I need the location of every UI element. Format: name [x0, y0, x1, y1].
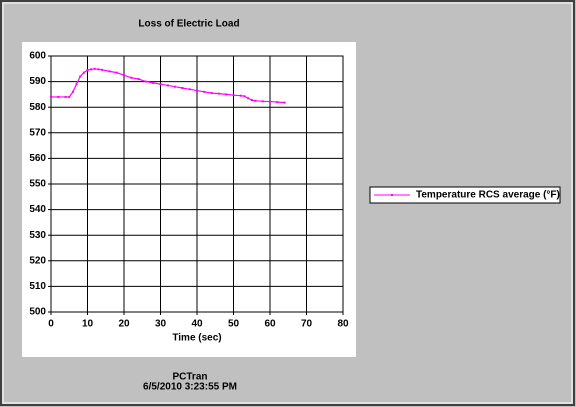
y-tick-label: 590: [29, 76, 46, 87]
data-point: [97, 68, 100, 71]
data-point: [93, 67, 96, 70]
x-tick-label: 40: [191, 319, 203, 330]
data-point: [90, 68, 93, 71]
x-axis-label: Time (sec): [172, 333, 221, 344]
plot-panel: [22, 42, 356, 357]
footer-line: PCTran: [172, 372, 207, 383]
data-point: [50, 95, 52, 98]
y-tick-label: 500: [29, 307, 46, 318]
data-point: [276, 101, 279, 104]
legend-marker: [391, 194, 393, 196]
legend-label: Temperature RCS average (°F): [416, 190, 560, 201]
data-point: [250, 99, 253, 102]
data-point: [86, 69, 89, 72]
data-point: [243, 95, 246, 98]
data-point: [82, 71, 85, 74]
data-point: [283, 101, 286, 104]
data-point: [108, 70, 111, 73]
y-tick-label: 520: [29, 255, 46, 266]
data-point: [57, 95, 60, 98]
y-tick-label: 600: [29, 51, 46, 62]
x-tick-label: 80: [337, 319, 349, 330]
y-tick-label: 550: [29, 179, 46, 190]
data-point: [64, 95, 67, 98]
legend: [369, 186, 561, 204]
y-tick-label: 540: [29, 204, 46, 215]
data-point: [144, 80, 147, 83]
x-tick-label: 30: [155, 319, 167, 330]
data-point: [174, 85, 177, 88]
x-tick-label: 60: [264, 319, 276, 330]
data-point: [225, 93, 228, 96]
data-point: [247, 97, 250, 100]
data-point: [75, 83, 78, 86]
data-point: [152, 81, 155, 84]
x-tick-label: 10: [82, 319, 94, 330]
y-tick-label: 560: [29, 153, 46, 164]
data-point: [203, 90, 206, 93]
data-point: [115, 71, 118, 74]
data-point: [188, 88, 191, 91]
data-point: [232, 94, 235, 97]
x-tick-label: 20: [118, 319, 130, 330]
data-point: [261, 100, 264, 103]
y-tick-label: 510: [29, 281, 46, 292]
data-point: [71, 90, 74, 93]
data-point: [101, 68, 104, 71]
data-line: [51, 68, 285, 104]
x-tick-label: 0: [48, 319, 54, 330]
data-point: [166, 84, 169, 87]
data-point: [68, 95, 71, 98]
data-point: [217, 92, 220, 95]
data-point: [210, 92, 213, 95]
data-point: [239, 94, 242, 97]
data-point: [137, 78, 140, 81]
data-point: [123, 74, 125, 77]
data-point: [269, 100, 271, 103]
data-point: [254, 99, 257, 102]
y-tick-label: 580: [29, 102, 46, 113]
y-tick-label: 570: [29, 127, 46, 138]
plot-border: [50, 55, 344, 313]
data-point: [159, 83, 162, 86]
data-point: [79, 75, 82, 78]
x-tick-label: 70: [301, 319, 313, 330]
data-point: [130, 76, 133, 79]
x-tick-label: 50: [228, 319, 240, 330]
chart-title: Loss of Electric Load: [138, 19, 239, 30]
footer-line: 6/5/2010 3:23:55 PM: [143, 382, 237, 393]
data-point: [181, 87, 184, 89]
data-point: [196, 89, 198, 92]
y-tick-label: 530: [29, 230, 46, 241]
window-bevel: [2, 2, 573, 404]
